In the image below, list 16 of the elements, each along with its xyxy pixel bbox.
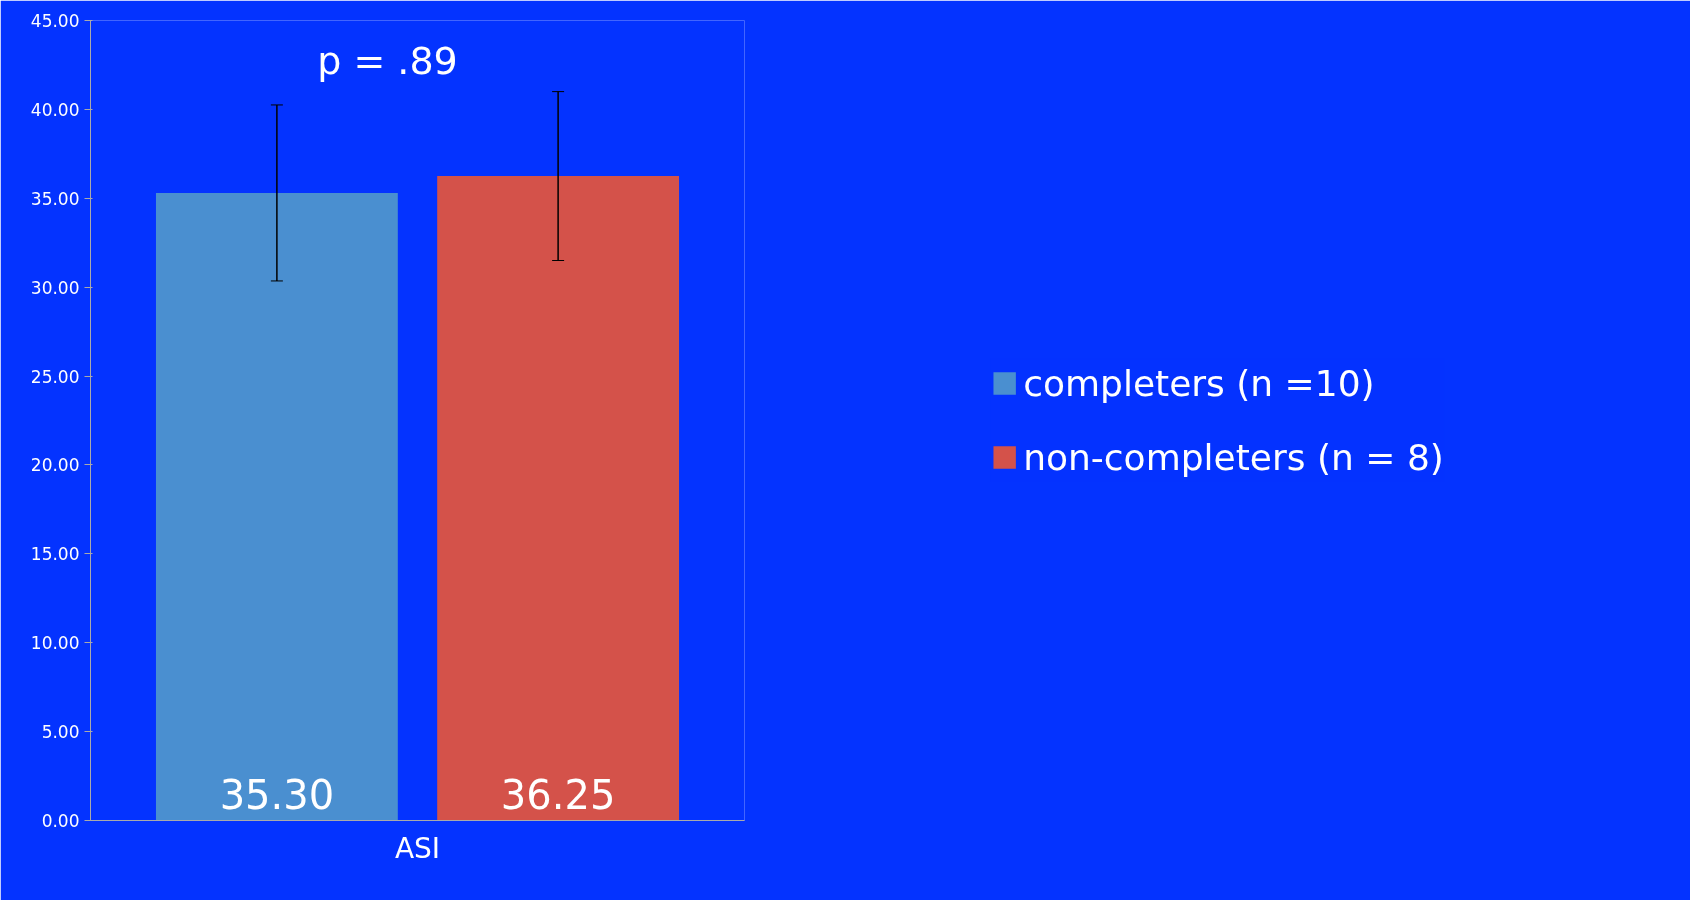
y-tick-label: 25.00 [30, 366, 80, 387]
data-label: 35.30 [219, 771, 335, 818]
legend-label: non-completers (n = 8) [1023, 435, 1444, 480]
y-tick-label: 45.00 [30, 11, 80, 31]
y-tick-label: 30.00 [30, 277, 80, 298]
x-tick-label: ASI [394, 831, 441, 865]
annotation: p = .89 [317, 38, 458, 83]
y-tick-label: 15.00 [30, 544, 80, 565]
y-tick-label: 10.00 [30, 633, 80, 654]
y-tick-label: 35.00 [30, 188, 80, 209]
y-tick-label: 0.00 [41, 811, 80, 831]
data-label: 36.25 [500, 771, 616, 818]
y-tick-label: 40.00 [30, 99, 80, 120]
y-tick-label: 20.00 [30, 455, 80, 476]
y-tick-label: 5.00 [41, 722, 80, 743]
legend-label: completers (n =10) [1023, 361, 1375, 406]
